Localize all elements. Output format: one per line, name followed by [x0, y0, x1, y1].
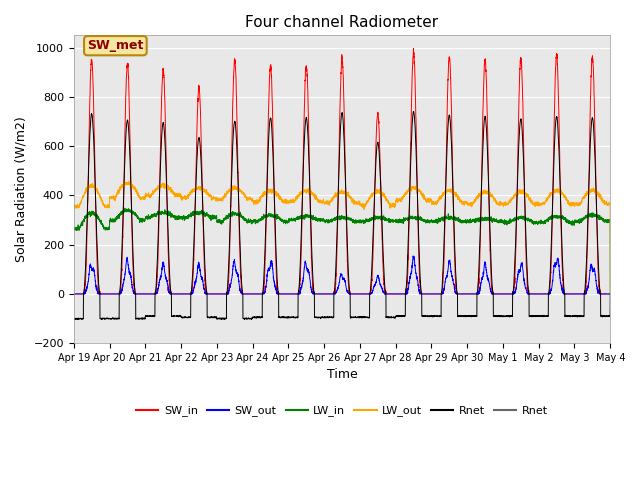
SW_in: [410, 46, 417, 51]
SW_out: [607, 291, 614, 297]
Line: LW_in: LW_in: [74, 208, 611, 294]
LW_in: [493, 216, 500, 222]
LW_in: [121, 205, 129, 211]
LW_in: [433, 217, 440, 223]
LW_out: [493, 199, 500, 205]
SW_out: [70, 291, 77, 297]
Title: Four channel Radiometer: Four channel Radiometer: [246, 15, 438, 30]
Rnet: [98, 317, 106, 323]
SW_in: [462, 291, 470, 297]
LW_out: [322, 200, 330, 205]
SW_out: [493, 291, 500, 297]
LW_in: [322, 218, 330, 224]
Legend: SW_in, SW_out, LW_in, LW_out, Rnet, Rnet: SW_in, SW_out, LW_in, LW_out, Rnet, Rnet: [132, 401, 552, 421]
Rnet: [433, 313, 440, 319]
LW_in: [607, 291, 614, 297]
Line: Rnet: Rnet: [74, 111, 611, 320]
SW_out: [462, 291, 470, 297]
LW_out: [433, 202, 440, 208]
SW_in: [606, 291, 614, 297]
SW_in: [70, 291, 77, 297]
LW_in: [462, 218, 470, 224]
Rnet: [70, 316, 77, 322]
Rnet: [410, 108, 417, 114]
LW_out: [462, 199, 470, 204]
LW_in: [606, 217, 614, 223]
SW_in: [607, 291, 614, 297]
SW_in: [322, 291, 330, 297]
LW_out: [606, 202, 614, 207]
SW_out: [410, 253, 417, 259]
SW_in: [433, 291, 440, 297]
SW_out: [606, 291, 614, 297]
Rnet: [166, 284, 174, 289]
Text: SW_met: SW_met: [87, 39, 143, 52]
Rnet: [322, 314, 330, 320]
SW_in: [493, 291, 500, 297]
Line: SW_out: SW_out: [74, 256, 611, 294]
SW_out: [433, 291, 440, 297]
LW_out: [125, 178, 132, 184]
Y-axis label: Solar Radiation (W/m2): Solar Radiation (W/m2): [15, 117, 28, 262]
Line: SW_in: SW_in: [74, 48, 611, 294]
LW_in: [166, 211, 174, 217]
Rnet: [463, 313, 470, 319]
SW_out: [322, 291, 330, 297]
X-axis label: Time: Time: [326, 369, 357, 382]
Rnet: [606, 313, 614, 319]
LW_out: [70, 204, 77, 210]
LW_out: [166, 186, 174, 192]
LW_out: [607, 291, 614, 297]
LW_in: [70, 226, 77, 231]
Line: LW_out: LW_out: [74, 181, 611, 294]
Rnet: [607, 291, 614, 297]
SW_in: [166, 290, 174, 296]
Rnet: [493, 313, 500, 319]
SW_out: [166, 290, 174, 296]
